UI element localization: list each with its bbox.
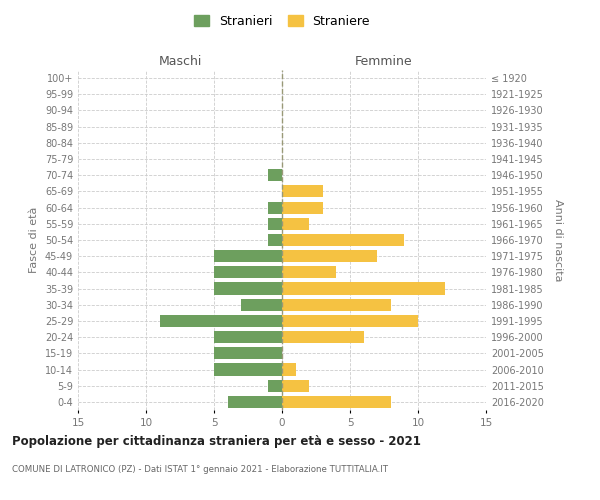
Bar [227, 396, 282, 408]
Bar [268, 234, 282, 246]
Bar [282, 234, 404, 246]
Bar [268, 218, 282, 230]
Bar [282, 315, 418, 327]
Bar [268, 380, 282, 392]
Bar [282, 218, 309, 230]
Bar [282, 364, 296, 376]
Bar [214, 282, 282, 294]
Bar [282, 396, 391, 408]
Bar [282, 202, 323, 213]
Text: COMUNE DI LATRONICO (PZ) - Dati ISTAT 1° gennaio 2021 - Elaborazione TUTTITALIA.: COMUNE DI LATRONICO (PZ) - Dati ISTAT 1°… [12, 465, 388, 474]
Bar [214, 364, 282, 376]
Y-axis label: Fasce di età: Fasce di età [29, 207, 39, 273]
Bar [241, 298, 282, 311]
Bar [214, 250, 282, 262]
Bar [282, 282, 445, 294]
Bar [268, 202, 282, 213]
Text: Maschi: Maschi [158, 54, 202, 68]
Bar [214, 266, 282, 278]
Bar [214, 331, 282, 343]
Text: Femmine: Femmine [355, 54, 413, 68]
Text: Popolazione per cittadinanza straniera per età e sesso - 2021: Popolazione per cittadinanza straniera p… [12, 435, 421, 448]
Bar [282, 266, 337, 278]
Bar [282, 298, 391, 311]
Bar [282, 186, 323, 198]
Legend: Stranieri, Straniere: Stranieri, Straniere [190, 11, 374, 32]
Bar [282, 380, 309, 392]
Bar [160, 315, 282, 327]
Y-axis label: Anni di nascita: Anni di nascita [553, 198, 563, 281]
Bar [282, 331, 364, 343]
Bar [214, 348, 282, 360]
Bar [282, 250, 377, 262]
Bar [268, 169, 282, 181]
